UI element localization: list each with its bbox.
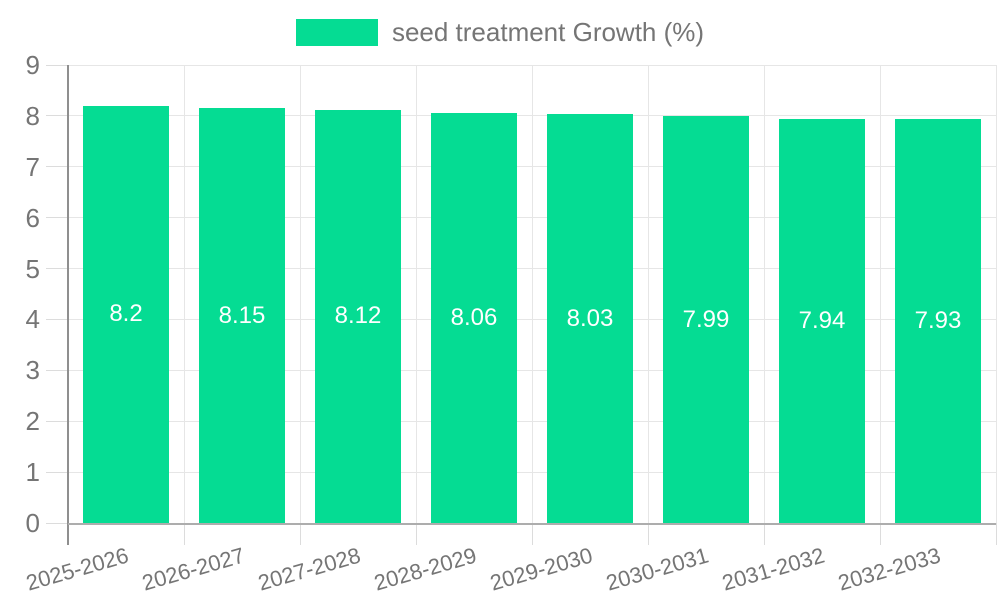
bar-value-label: 8.06 xyxy=(450,303,498,331)
x-gridline xyxy=(879,65,881,523)
bar: 8.15 xyxy=(199,108,285,523)
x-tick xyxy=(67,523,69,545)
x-gridline xyxy=(647,65,649,523)
y-tick-label: 5 xyxy=(25,253,40,284)
y-tick xyxy=(46,268,68,270)
x-gridline xyxy=(299,65,301,523)
y-tick xyxy=(46,217,68,219)
legend[interactable]: seed treatment Growth (%) xyxy=(0,17,1000,47)
x-gridline xyxy=(531,65,533,523)
y-tick xyxy=(46,318,68,320)
bar: 8.12 xyxy=(315,109,401,523)
bar: 8.03 xyxy=(547,114,633,523)
y-tick-label: 7 xyxy=(25,151,40,182)
y-tick-label: 9 xyxy=(25,50,40,80)
x-tick xyxy=(763,523,765,545)
bar: 8.06 xyxy=(431,112,517,523)
bar-value-label: 8.2 xyxy=(109,300,143,328)
y-tick-label: 6 xyxy=(25,202,40,233)
bar-value-label: 8.15 xyxy=(218,301,266,329)
bar-value-label: 8.12 xyxy=(334,302,382,330)
x-gridline xyxy=(763,65,765,523)
x-tick xyxy=(995,523,997,545)
bar: 8.2 xyxy=(83,105,169,523)
x-tick xyxy=(299,523,301,545)
y-tick xyxy=(46,369,68,371)
legend-label[interactable]: seed treatment Growth (%) xyxy=(391,17,705,47)
bar-value-label: 7.99 xyxy=(682,305,730,333)
bar-value-label: 7.94 xyxy=(798,306,846,334)
x-gridline xyxy=(183,65,185,523)
y-gridline xyxy=(68,522,996,525)
y-tick xyxy=(46,522,68,524)
legend-swatch[interactable] xyxy=(295,18,378,46)
y-tick xyxy=(46,115,68,117)
y-tick-label: 4 xyxy=(25,304,40,335)
x-tick xyxy=(531,523,533,545)
y-tick xyxy=(46,166,68,168)
bar-value-label: 8.03 xyxy=(566,304,614,332)
bar: 7.93 xyxy=(895,119,981,523)
x-tick xyxy=(415,523,417,545)
x-tick xyxy=(183,523,185,545)
x-tick xyxy=(647,523,649,545)
y-tick-label: 3 xyxy=(25,355,40,386)
y-tick-label: 0 xyxy=(25,508,40,538)
y-tick-label: 1 xyxy=(25,457,40,488)
x-gridline xyxy=(995,65,997,523)
bar-value-label: 7.93 xyxy=(914,307,962,335)
y-axis-line xyxy=(67,65,69,523)
y-tick xyxy=(46,471,68,473)
x-gridline xyxy=(415,65,417,523)
y-tick xyxy=(46,64,68,66)
y-tick-label: 2 xyxy=(25,406,40,437)
x-tick xyxy=(879,523,881,545)
y-tick xyxy=(46,420,68,422)
bar: 7.99 xyxy=(663,116,749,523)
y-tick-label: 8 xyxy=(25,100,40,131)
bar: 7.94 xyxy=(779,118,865,523)
